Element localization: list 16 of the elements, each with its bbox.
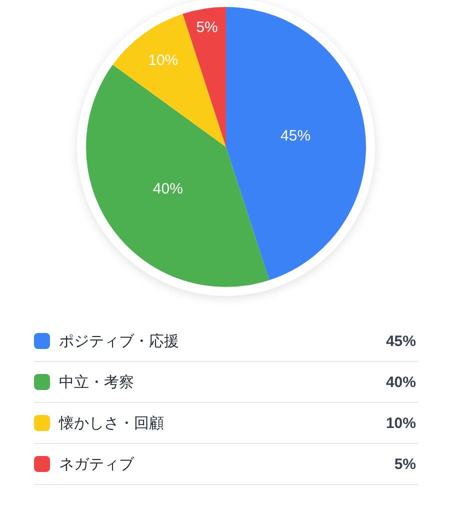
legend-label: ポジティブ・応援 xyxy=(59,332,180,350)
pie-slice xyxy=(112,14,226,147)
pie-slice xyxy=(226,7,366,280)
legend-label: ネガティブ xyxy=(59,454,136,474)
pie-slice xyxy=(182,7,226,147)
data-label: 10% xyxy=(148,52,178,69)
data-label: 5% xyxy=(196,18,218,36)
pie-slice xyxy=(86,64,270,287)
legend-label: 懐かしさ・回顧 xyxy=(59,414,165,432)
text: 5% xyxy=(394,456,416,472)
text: 10% xyxy=(386,414,416,432)
text: 45% xyxy=(386,332,416,350)
legend-label: 中立・考察 xyxy=(59,372,135,392)
data-label: 45% xyxy=(280,127,311,144)
data-label: 40% xyxy=(152,180,183,198)
text: 40% xyxy=(386,374,416,390)
